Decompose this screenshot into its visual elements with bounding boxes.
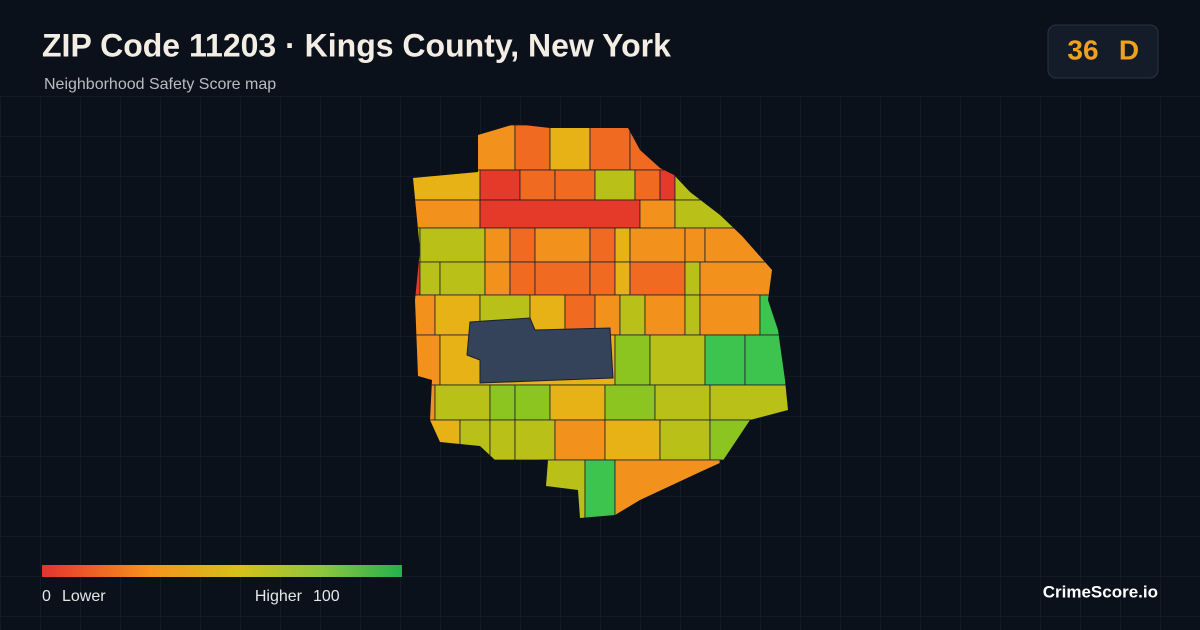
block bbox=[584, 459, 616, 518]
block bbox=[614, 334, 651, 386]
block bbox=[413, 199, 481, 229]
block bbox=[439, 261, 486, 296]
block bbox=[489, 384, 516, 421]
block bbox=[529, 294, 566, 336]
legend-max-label: Higher bbox=[255, 588, 303, 605]
block bbox=[629, 261, 686, 296]
block bbox=[604, 384, 656, 421]
block bbox=[514, 419, 556, 461]
legend-min-label: Lower bbox=[62, 588, 106, 605]
block bbox=[509, 261, 536, 296]
block bbox=[644, 294, 686, 336]
block bbox=[684, 294, 701, 336]
block bbox=[484, 261, 511, 296]
park-area bbox=[466, 317, 614, 384]
block bbox=[549, 384, 606, 421]
block bbox=[594, 169, 636, 201]
block bbox=[629, 227, 686, 263]
block bbox=[604, 419, 661, 461]
block bbox=[514, 384, 551, 421]
block bbox=[489, 419, 516, 461]
block bbox=[639, 199, 676, 229]
block bbox=[614, 227, 631, 263]
block bbox=[519, 169, 556, 201]
block bbox=[654, 384, 711, 421]
block bbox=[534, 227, 591, 263]
block bbox=[659, 419, 711, 461]
block bbox=[484, 227, 511, 263]
legend-min: 0 bbox=[42, 588, 51, 605]
block bbox=[434, 384, 491, 421]
legend-gradient bbox=[42, 565, 402, 577]
block bbox=[419, 261, 441, 296]
block bbox=[589, 227, 616, 263]
score-badge bbox=[1047, 24, 1159, 79]
block bbox=[479, 169, 521, 201]
block bbox=[589, 261, 616, 296]
block bbox=[684, 261, 701, 296]
score-grade: D bbox=[1119, 34, 1139, 65]
legend-max: 100 bbox=[313, 588, 340, 605]
block bbox=[554, 169, 596, 201]
block bbox=[649, 334, 706, 386]
block bbox=[659, 169, 676, 201]
block bbox=[509, 227, 536, 263]
block bbox=[619, 294, 646, 336]
block bbox=[614, 261, 631, 296]
block bbox=[419, 227, 486, 263]
score-value: 36 bbox=[1067, 34, 1098, 65]
block bbox=[554, 419, 606, 461]
block bbox=[549, 124, 591, 171]
block bbox=[699, 294, 761, 336]
block bbox=[634, 169, 661, 201]
block bbox=[479, 199, 641, 229]
brand: CrimeScore.io bbox=[1043, 582, 1158, 601]
block bbox=[704, 334, 746, 386]
block bbox=[684, 227, 706, 263]
block bbox=[589, 124, 631, 171]
block bbox=[514, 124, 551, 171]
title: ZIP Code 11203 · Kings County, New York bbox=[42, 27, 671, 63]
subtitle: Neighborhood Safety Score map bbox=[44, 76, 276, 93]
block bbox=[534, 261, 591, 296]
